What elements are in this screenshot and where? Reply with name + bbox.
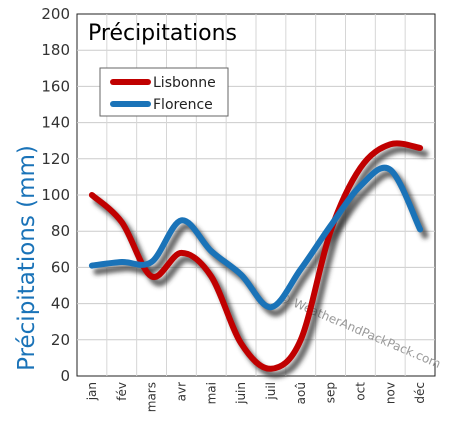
x-tick-label: juin [234,382,248,405]
x-tick-label: oct [353,382,367,401]
y-tick-label: 0 [60,367,70,385]
data-point-florence-aoû [300,269,301,270]
data-point-florence-mars [151,261,152,262]
y-tick-label: 80 [51,222,70,240]
y-tick-label: 120 [41,150,70,168]
data-point-florence-avr [181,220,182,221]
y-tick-label: 60 [51,258,70,276]
data-point-lisbonne-avr [181,252,182,253]
y-tick-label: 140 [41,114,70,132]
x-tick-label: déc [413,382,427,404]
y-tick-label: 100 [41,186,70,204]
series-line-florence [88,164,424,311]
data-point-lisbonne-fév [121,222,122,223]
y-tick-label: 160 [41,77,70,95]
data-point-lisbonne-juin [241,343,242,344]
x-tick-label: sep [324,382,338,403]
y-tick-label: 20 [51,331,70,349]
data-point-florence-mai [211,251,212,252]
y-tick-label: 200 [41,5,70,23]
data-point-lisbonne-nov [390,144,391,145]
data-point-florence-fév [121,261,122,262]
data-point-lisbonne-oct [360,167,361,168]
x-tick-label: aoû [294,382,308,404]
data-point-lisbonne-aoû [300,339,301,340]
data-point-florence-juin [241,274,242,275]
data-point-florence-jan [91,265,92,266]
series-lines [88,140,424,372]
legend-label-lisbonne: Lisbonne [153,75,216,91]
data-point-florence-oct [360,185,361,186]
x-tick-label: nov [383,382,397,404]
data-point-florence-déc [420,229,421,230]
y-axis-label: Précipitations (mm) [14,145,40,371]
data-point-florence-sep [330,225,331,226]
series-line-lisbonne [88,140,424,372]
x-tick-label: mars [145,382,159,412]
legend: Lisbonne Florence [99,67,229,117]
data-point-lisbonne-jan [91,195,92,196]
x-tick-label: fév [115,382,129,401]
data-point-lisbonne-déc [420,147,421,148]
data-point-lisbonne-mars [151,276,152,277]
legend-box [99,67,229,117]
x-axis-ticks: jan fév mars avr mai juin juil aoû sep oct nov déc [85,382,427,413]
data-point-florence-nov [390,169,391,170]
data-point-florence-juil [270,307,271,308]
y-axis-ticks: 0 20 40 60 80 100 120 140 160 180 200 [41,5,70,385]
x-tick-label: jan [85,382,99,401]
data-point-lisbonne-mai [211,276,212,277]
legend-label-florence: Florence [153,97,213,113]
data-point-lisbonne-juil [270,368,271,369]
x-tick-label: avr [174,382,188,401]
series-shadow-lisbonne [93,145,429,379]
chart-title: Précipitations [88,21,237,46]
x-tick-label: mai [204,382,218,404]
y-tick-label: 180 [41,41,70,59]
x-tick-label: juil [264,382,278,401]
y-tick-label: 40 [51,295,70,313]
